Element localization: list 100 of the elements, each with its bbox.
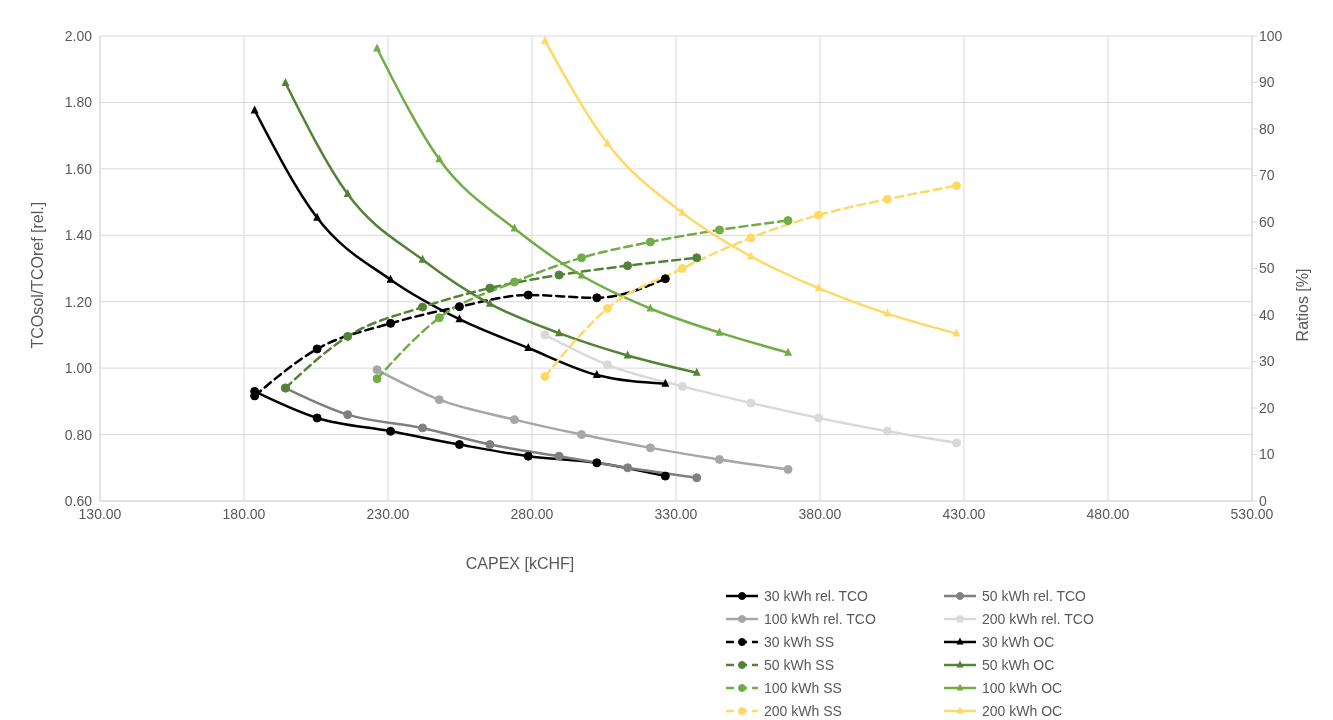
- point: [603, 138, 612, 147]
- point: [386, 318, 396, 328]
- y2-tick-label: 60: [1259, 213, 1275, 230]
- y2-tick-label: 30: [1259, 353, 1275, 370]
- point: [485, 440, 495, 450]
- point: [623, 261, 633, 271]
- point: [523, 290, 533, 300]
- point: [524, 343, 533, 352]
- legend-label: 30 kWh SS: [764, 634, 835, 650]
- x-tick-label: 330.00: [654, 505, 698, 522]
- y-tick-label: 1.40: [64, 227, 93, 244]
- legend-label: 100 kWh SS: [764, 680, 842, 696]
- y-axis-title: TCOsol/TCOref [rel.]: [28, 201, 46, 349]
- legend-label: 200 kWh rel. TCO: [982, 611, 1094, 627]
- x-axis-title: CAPEX [kCHF]: [465, 555, 575, 573]
- point: [677, 381, 687, 391]
- point: [312, 413, 322, 423]
- legend-label: 100 kWh rel. TCO: [764, 611, 876, 627]
- legend-label: 50 kWh rel. TCO: [982, 588, 1086, 604]
- x-tick-label: 430.00: [942, 505, 986, 522]
- point: [814, 210, 824, 220]
- legend-label: 200 kWh OC: [982, 703, 1063, 719]
- point: [714, 225, 724, 235]
- point: [952, 328, 961, 337]
- point: [418, 254, 427, 263]
- point: [882, 426, 892, 436]
- point: [485, 283, 495, 293]
- y-tick-label: 1.00: [64, 360, 93, 377]
- y2-tick-label: 20: [1259, 399, 1275, 416]
- legend-label: 30 kWh OC: [982, 634, 1055, 650]
- point: [434, 395, 444, 405]
- point: [509, 415, 519, 425]
- point: [386, 274, 395, 283]
- point: [454, 440, 464, 450]
- legend-label: 50 kWh OC: [982, 657, 1055, 673]
- point: [661, 378, 670, 387]
- point: [814, 413, 824, 423]
- point: [660, 471, 670, 481]
- legend-label: 30 kWh rel. TCO: [764, 588, 868, 604]
- point: [509, 277, 519, 287]
- point: [952, 181, 962, 191]
- point: [510, 223, 519, 232]
- point: [386, 426, 396, 436]
- point: [784, 347, 793, 356]
- point: [678, 207, 687, 216]
- point: [783, 464, 793, 474]
- point: [592, 458, 602, 468]
- y2-tick-label: 80: [1259, 120, 1275, 137]
- y-tick-label: 1.60: [64, 160, 93, 177]
- point: [554, 451, 564, 461]
- point: [623, 463, 633, 473]
- y2-tick-label: 40: [1259, 306, 1275, 323]
- point: [577, 253, 587, 263]
- point: [592, 369, 601, 378]
- point: [715, 327, 724, 336]
- y-tick-label: 2.00: [64, 27, 93, 44]
- point: [523, 451, 533, 461]
- point: [645, 237, 655, 247]
- point: [418, 302, 428, 312]
- point: [692, 473, 702, 483]
- x-tick-label: 380.00: [798, 505, 842, 522]
- point: [952, 438, 962, 448]
- point: [343, 331, 353, 341]
- point: [783, 216, 793, 226]
- point: [455, 314, 464, 323]
- point: [692, 367, 701, 376]
- y-tick-label: 1.80: [64, 94, 93, 111]
- point: [418, 423, 428, 433]
- legend-label: 200 kWh SS: [764, 703, 842, 719]
- point: [746, 233, 756, 243]
- point: [343, 410, 353, 420]
- y2-tick-label: 100: [1259, 27, 1283, 44]
- point: [592, 293, 602, 303]
- point: [554, 270, 564, 280]
- y2-tick-label: 70: [1259, 167, 1275, 184]
- point: [602, 303, 612, 313]
- point: [372, 365, 382, 375]
- point: [540, 36, 549, 44]
- x-tick-label: 480.00: [1086, 505, 1130, 522]
- y-tick-label: 1.20: [64, 293, 93, 310]
- point: [540, 371, 550, 381]
- y2-axis-title: Ratios [%]: [1293, 268, 1311, 342]
- point: [454, 302, 464, 312]
- point: [540, 330, 550, 340]
- point: [645, 443, 655, 453]
- point: [555, 328, 564, 337]
- point: [373, 43, 382, 52]
- legend-label: 50 kWh SS: [764, 657, 835, 673]
- y2-tick-label: 50: [1259, 260, 1275, 277]
- point: [312, 344, 322, 354]
- point: [485, 298, 494, 307]
- point: [602, 360, 612, 370]
- point: [883, 308, 892, 317]
- point: [677, 264, 687, 273]
- point: [882, 194, 892, 204]
- point: [660, 274, 670, 284]
- y2-tick-label: 10: [1259, 446, 1275, 463]
- point: [313, 212, 322, 221]
- point: [692, 253, 702, 263]
- point: [434, 313, 444, 323]
